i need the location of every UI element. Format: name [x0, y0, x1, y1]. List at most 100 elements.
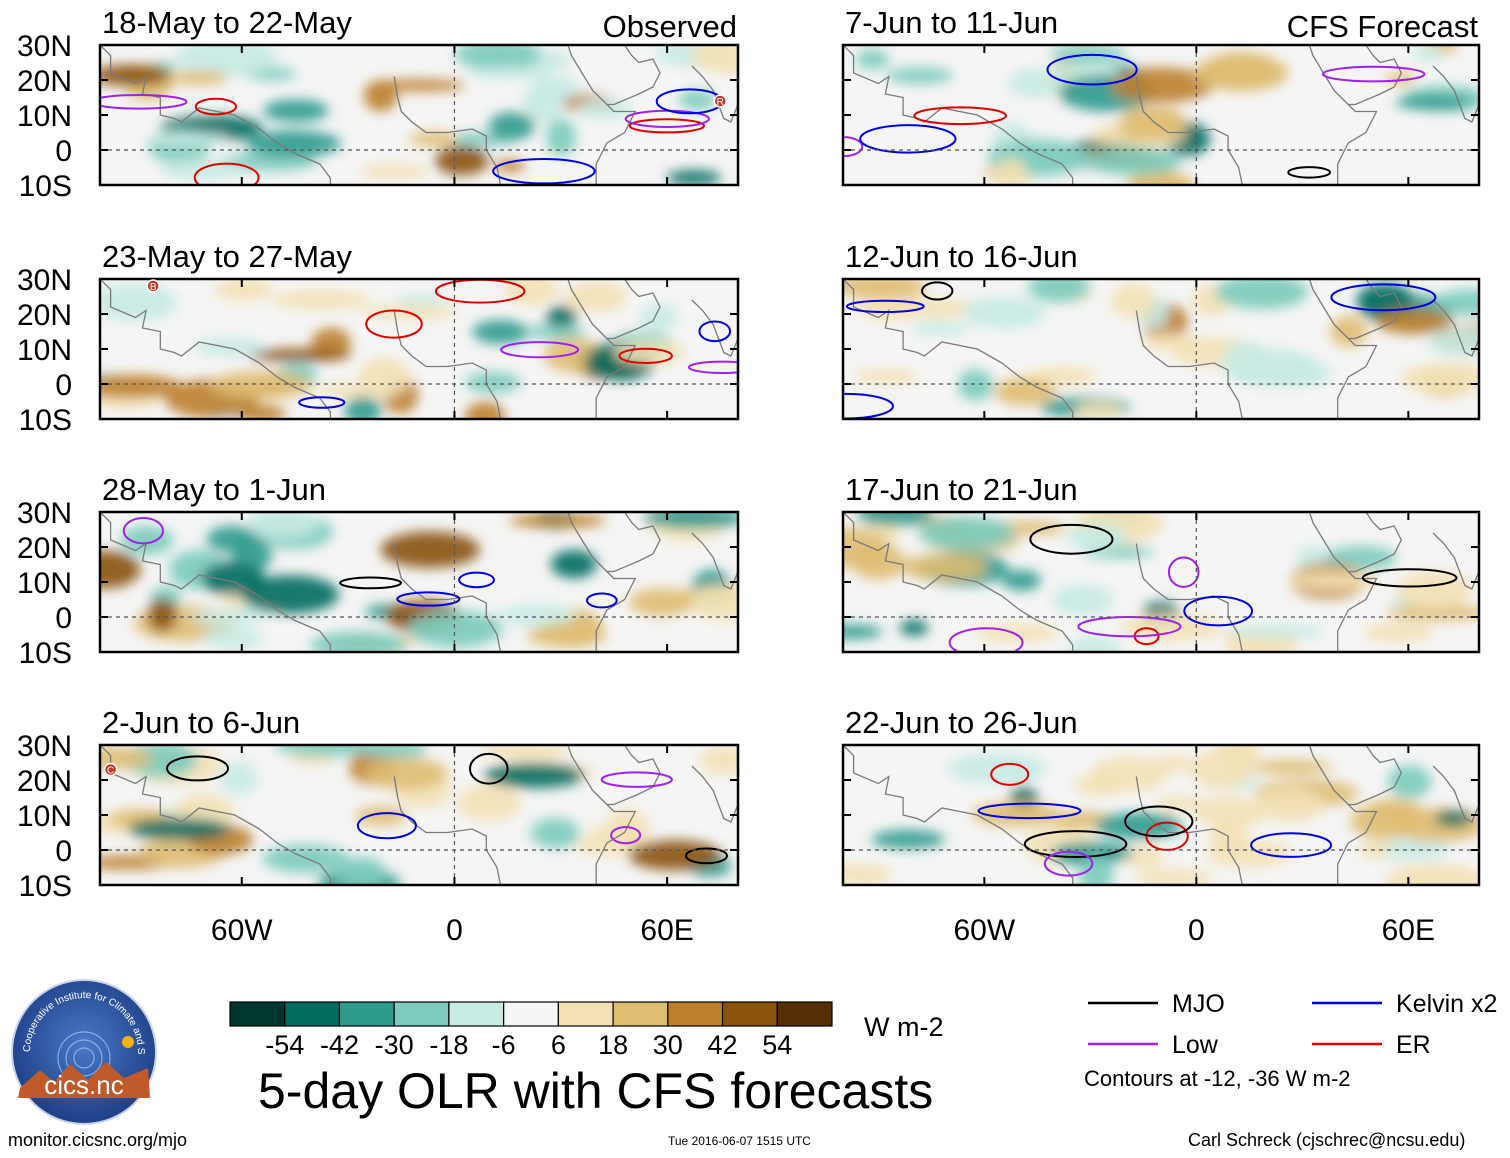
- coastline: [1308, 279, 1378, 419]
- colorbar-swatch: [284, 1001, 341, 1027]
- colorbar-tick-label: 42: [708, 1030, 738, 1060]
- contour: [396, 591, 461, 607]
- olr-blob: [994, 157, 1028, 185]
- y-tick-label: 10N: [17, 100, 72, 133]
- y-tick-label: 10N: [17, 334, 72, 367]
- olr-blob: [1142, 333, 1202, 351]
- colorbar-swatch: [776, 1001, 833, 1027]
- x-tick-label: 60W: [953, 914, 1015, 947]
- coastline: [1348, 745, 1403, 806]
- olr-blob: [1385, 863, 1479, 885]
- coastline: [843, 745, 1074, 885]
- contour: [468, 752, 509, 785]
- olr-blob: [202, 627, 265, 650]
- coastline: [1161, 745, 1310, 746]
- olr-blob: [201, 561, 265, 596]
- olr-blob: [1051, 584, 1115, 616]
- storm-marker-label: C: [107, 766, 114, 777]
- contour: [913, 106, 1007, 126]
- footer-url[interactable]: monitor.cicsnc.org/mjo: [8, 1130, 188, 1150]
- contour: [1287, 166, 1332, 179]
- contour: [628, 118, 706, 134]
- olr-blob: [408, 610, 503, 648]
- olr-blob: [358, 357, 410, 398]
- figure-title: 5-day OLR with CFS forecasts: [258, 1063, 934, 1119]
- coastlines: [843, 745, 1479, 885]
- olr-blob: [1117, 111, 1188, 142]
- contour: [356, 812, 417, 840]
- x-tick-label: 60E: [1382, 914, 1435, 947]
- legend-label: ER: [1396, 1031, 1431, 1059]
- olr-field: [843, 279, 1479, 419]
- olr-blob: [910, 322, 969, 336]
- olr-blob: [1066, 635, 1123, 652]
- y-tick-label: 0: [55, 835, 72, 868]
- contour: [1043, 850, 1094, 877]
- coastline: [606, 745, 661, 806]
- olr-blob: [396, 294, 446, 308]
- olr-blob: [504, 279, 558, 306]
- coastlines: [843, 279, 1479, 419]
- legend-layer: MJO Kelvin x2 Low ER: [1088, 990, 1497, 1059]
- olr-blob: [640, 303, 678, 333]
- x-tick-label: 0: [1188, 914, 1205, 947]
- olr-blob: [587, 824, 653, 838]
- storm-marker-label: R: [717, 97, 724, 108]
- contour: [194, 97, 238, 116]
- panels-layer: 30N 20N 10N 0 10S 18-May to 22-May 30N20N10N01…: [17, 5, 1481, 903]
- olr-blob: [174, 45, 278, 77]
- colorbar-units: W m-2: [864, 1012, 944, 1042]
- coastline: [1348, 279, 1403, 340]
- coastline: [1135, 310, 1243, 419]
- olr-blob: [690, 45, 738, 74]
- contour: [684, 847, 729, 865]
- coastline: [1432, 765, 1479, 823]
- coastline: [567, 745, 637, 885]
- olr-blob: [1387, 765, 1432, 799]
- y-tick-label: 10S: [19, 637, 72, 670]
- contour: [600, 771, 673, 788]
- storm-marker: [103, 762, 118, 777]
- colorbar-layer: -54 -42 -30 -18 -6 6 18 30 42 54: [229, 1001, 833, 1060]
- olr-blob: [563, 281, 628, 313]
- olr-blob: [358, 745, 428, 759]
- y-tick-label: 20N: [17, 765, 72, 798]
- contour: [586, 592, 618, 609]
- olr-blob: [1193, 55, 1289, 92]
- colorbar-tick-label: -54: [265, 1030, 304, 1060]
- olr-blob: [856, 48, 889, 70]
- olr-blob: [276, 745, 374, 757]
- olr-blob: [481, 745, 570, 761]
- olr-blob: [466, 66, 551, 80]
- olr-blob: [145, 132, 230, 147]
- contour: [1124, 805, 1194, 838]
- contour: [100, 94, 188, 110]
- panel-title: 18-May to 22-May: [102, 5, 352, 40]
- olr-blob: [337, 856, 387, 885]
- olr-blob: [899, 619, 929, 636]
- storm-marker-label: B: [150, 282, 157, 293]
- olr-blob: [100, 283, 178, 322]
- olr-blob: [843, 279, 927, 299]
- olr-blob: [1329, 315, 1368, 347]
- contour: [618, 347, 673, 365]
- olr-blob: [434, 145, 489, 176]
- forecast-label: CFS Forecast: [1287, 9, 1479, 44]
- y-tick-label: 30N: [17, 30, 72, 63]
- olr-field: [843, 512, 1479, 652]
- olr-blob: [885, 67, 954, 84]
- coastline: [1308, 745, 1378, 885]
- colorbar-tick-label: -18: [429, 1030, 468, 1060]
- olr-blob: [168, 70, 229, 86]
- olr-blob: [1110, 67, 1214, 103]
- contour: [610, 826, 642, 845]
- olr-blob: [971, 801, 1061, 827]
- olr-blob: [100, 374, 183, 399]
- olr-blob: [699, 746, 738, 775]
- contour: [365, 309, 423, 339]
- coastline: [691, 765, 738, 823]
- contour: [166, 755, 229, 782]
- coastline: [1135, 543, 1243, 652]
- coastline: [1432, 299, 1479, 357]
